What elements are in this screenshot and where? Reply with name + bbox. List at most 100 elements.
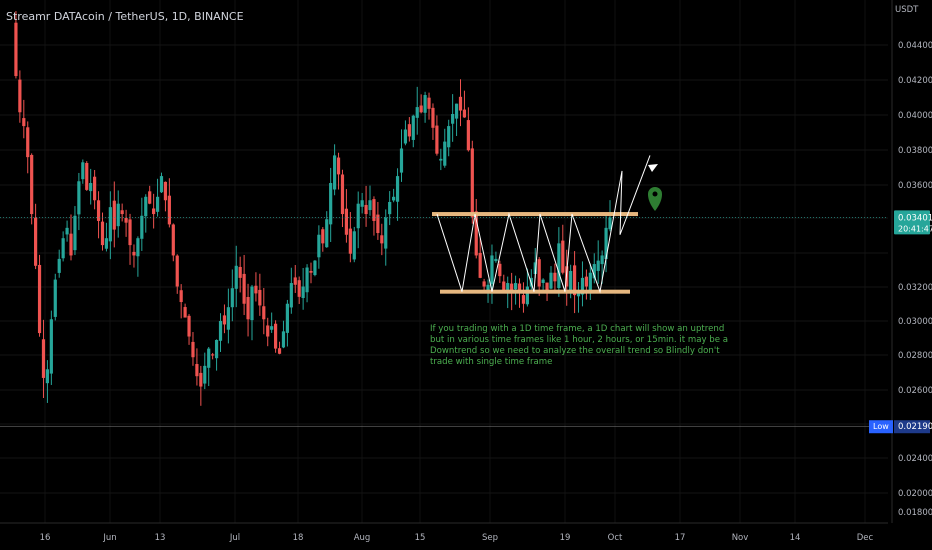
candle-body (336, 157, 341, 175)
price-tick-label: 0.01800 (898, 508, 932, 518)
candle-body (356, 203, 360, 229)
candle-body (333, 155, 337, 190)
price-axis-bg (892, 0, 932, 550)
candle-body (214, 339, 219, 359)
time-tick-label: Oct (608, 533, 623, 543)
candle-body (18, 79, 22, 113)
candle-body (246, 296, 250, 320)
candle-body (372, 199, 376, 221)
time-tick-label: Jun (102, 533, 116, 543)
candle-body (572, 265, 577, 296)
candle-body (537, 259, 541, 287)
location-pin-icon (648, 187, 662, 211)
candle-body (262, 306, 266, 320)
candle-body (588, 272, 592, 293)
candle-body (258, 289, 262, 306)
countdown-timer: 20:41:47 (898, 224, 932, 233)
candle-body (230, 288, 234, 308)
candle-body (132, 251, 136, 256)
price-tick-label: 0.04200 (898, 76, 932, 86)
candle-body (187, 315, 191, 337)
price-tick-label: 0.02600 (898, 386, 932, 396)
candle-body (395, 176, 400, 202)
candle-body (411, 115, 415, 140)
candle-body (423, 95, 427, 113)
candle-body (30, 154, 34, 215)
candle-body (502, 281, 506, 290)
candles (14, 11, 612, 406)
candle-body (120, 210, 124, 215)
candle-body (293, 277, 297, 285)
price-axis[interactable]: 0.04400 0.04200 0.04000 0.03800 0.03600 0.032… (891, 0, 932, 550)
candle-body (285, 303, 289, 333)
candle-body (226, 307, 230, 330)
candle-body (447, 126, 451, 148)
candle-body (136, 238, 140, 257)
candle-body (266, 325, 270, 337)
candle-body (443, 141, 447, 166)
candle-body (22, 118, 26, 127)
candle-body (510, 283, 514, 292)
candle-body (152, 208, 156, 215)
candle-body (159, 176, 164, 193)
candle-body (470, 148, 474, 218)
candle-body (167, 195, 171, 225)
candle-body (364, 204, 368, 215)
candle-body (557, 243, 561, 288)
price-tick-label: 0.03200 (898, 283, 932, 293)
candle-body (14, 22, 18, 77)
resistance-zone (432, 212, 638, 217)
candle-body (26, 127, 30, 158)
candle-body (439, 158, 443, 161)
candle-body (506, 283, 510, 292)
candle-body (592, 264, 596, 279)
candle-body (34, 217, 38, 266)
candle-body (486, 284, 490, 293)
candle-body (45, 369, 50, 384)
candle-body (600, 255, 604, 265)
candle-body (399, 148, 404, 173)
candle-body (65, 227, 69, 235)
candle-body (494, 258, 498, 262)
candle-body (388, 201, 392, 215)
candle-body (53, 279, 57, 317)
candle-body (348, 228, 352, 254)
candle-body (340, 174, 345, 215)
candle-body (155, 196, 160, 212)
candle-body (124, 217, 128, 223)
candle-body (325, 219, 329, 248)
low-label: Low (873, 422, 889, 431)
candle-body (384, 217, 388, 249)
candle-body (608, 217, 612, 230)
candle-body (211, 354, 215, 356)
candle-body (360, 200, 364, 207)
candle-body (128, 219, 132, 246)
candle-body (254, 285, 258, 294)
arrowhead-icon (648, 164, 658, 172)
candle-body (451, 114, 455, 124)
candle-body (242, 273, 246, 304)
chart-title: Streamr DATAcoin / TetherUS, 1D, BINANCE (6, 10, 244, 23)
grid-lines (0, 0, 888, 523)
candle-body (199, 372, 203, 387)
candle-body (96, 200, 101, 221)
candle-body (313, 260, 317, 276)
time-tick-label: Aug (354, 533, 371, 543)
low-price-value: 0.02190 (898, 422, 932, 432)
candle-body (57, 258, 61, 273)
candle-body (37, 264, 42, 334)
time-tick-label: 18 (293, 533, 304, 543)
pin-hole (652, 191, 658, 197)
time-axis[interactable]: 16 Jun 13 Jul 18 Aug 15 Sep 19 Oct 17 Nov 14 Dec (0, 522, 932, 550)
price-tick-label: 0.02000 (898, 489, 932, 499)
pin-shape (648, 187, 662, 211)
price-tick-label: 0.04000 (898, 111, 932, 121)
candle-body (498, 263, 502, 277)
candle-body (191, 341, 195, 358)
candle-body (604, 227, 608, 260)
candle-body (407, 124, 411, 137)
candle-body (549, 272, 553, 289)
candle-body (41, 339, 46, 378)
